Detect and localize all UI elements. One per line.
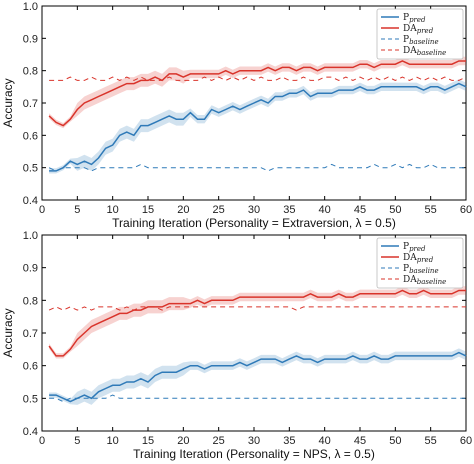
- series-line-P_baseline: [48, 163, 466, 172]
- series-line-DA_baseline: [48, 306, 466, 311]
- y-tick-label: 0.9: [23, 263, 38, 275]
- series-band-DA_pred: [49, 286, 466, 359]
- legend-label-DA_baseline: DAbaseline: [403, 46, 446, 57]
- y-tick-label: 0.7: [23, 98, 38, 110]
- x-tick-label: 10: [107, 204, 119, 216]
- x-tick-label: 45: [354, 435, 366, 447]
- x-tick-label: 25: [213, 204, 225, 216]
- x-tick-label: 10: [107, 435, 119, 447]
- x-tick-label: 50: [389, 204, 401, 216]
- x-tick-label: 60: [460, 435, 472, 447]
- x-tick-label: 20: [177, 435, 189, 447]
- y-tick-label: 0.4: [23, 195, 38, 207]
- chart-panel-2: 0 5 10 15 20 25 30 35 40 45 50 55 60 0.4 0.5 0.6 0.7 0.8 0…: [1, 230, 472, 461]
- y-tick-label: 0.4: [23, 426, 38, 438]
- series-line-P_baseline: [49, 394, 466, 403]
- x-tick-label: 45: [354, 204, 366, 216]
- x-tick-label: 15: [142, 435, 154, 447]
- y-axis-label: Accuracy: [1, 308, 15, 357]
- x-tick-label: 15: [142, 204, 154, 216]
- x-tick-label: 20: [177, 204, 189, 216]
- y-tick-label: 0.8: [23, 295, 38, 307]
- x-tick-label: 0: [39, 435, 45, 447]
- x-tick-label: 40: [319, 204, 331, 216]
- x-tick-label: 35: [283, 435, 295, 447]
- x-axis-label: Training Iteration (Personality = Extrav…: [112, 216, 396, 230]
- series-line-P_pred: [49, 351, 467, 403]
- x-tick-label: 60: [460, 204, 472, 216]
- x-tick-label: 40: [319, 435, 331, 447]
- y-tick-label: 1.0: [23, 230, 38, 242]
- y-tick-label: 0.7: [23, 328, 38, 340]
- x-tick-label: 55: [425, 204, 437, 216]
- series-line-DA_pred: [48, 289, 466, 357]
- y-tick-label: 0.5: [23, 163, 38, 175]
- legend-label-P_pred: Ppred: [403, 13, 426, 24]
- series-line-DA_pred: [48, 60, 466, 127]
- legend-label-P_baseline: Pbaseline: [403, 264, 439, 275]
- x-tick-label: 5: [74, 204, 80, 216]
- y-tick-label: 0.9: [23, 33, 38, 45]
- series-line-DA_baseline: [49, 76, 467, 81]
- x-tick-label: 50: [389, 435, 401, 447]
- legend-box: [376, 237, 464, 289]
- y-tick-label: 0.5: [23, 393, 38, 405]
- x-axis-label: Training Iteration (Personality = NPS, λ…: [133, 447, 375, 461]
- y-axis-label: Accuracy: [1, 78, 15, 127]
- y-tick-label: 0.6: [23, 130, 38, 142]
- legend-box: [376, 8, 464, 60]
- x-tick-label: 25: [213, 435, 225, 447]
- x-tick-label: 5: [74, 435, 80, 447]
- y-tick-label: 1.0: [23, 1, 38, 13]
- series-band-DA_pred: [49, 56, 466, 129]
- x-tick-label: 35: [283, 204, 295, 216]
- legend-label-DA_pred: DApred: [403, 253, 434, 264]
- legend-label-P_pred: Ppred: [403, 242, 426, 253]
- x-tick-label: 30: [248, 204, 260, 216]
- y-tick-label: 0.6: [23, 361, 38, 373]
- x-tick-label: 30: [248, 435, 260, 447]
- legend-label-P_baseline: Pbaseline: [403, 35, 439, 46]
- chart-panel-1: 0 5 10 15 20 25 30 35 40 45 50 55 60 0.4 0.5 0.6 0.7 0.8 0…: [1, 1, 472, 230]
- series-line-P_pred: [49, 82, 467, 172]
- y-tick-label: 0.8: [23, 66, 38, 78]
- legend-label-DA_pred: DApred: [403, 24, 434, 35]
- x-tick-label: 0: [39, 204, 45, 216]
- series-band-P_pred: [49, 348, 466, 405]
- legend-label-DA_baseline: DAbaseline: [403, 275, 446, 286]
- x-tick-label: 55: [425, 435, 437, 447]
